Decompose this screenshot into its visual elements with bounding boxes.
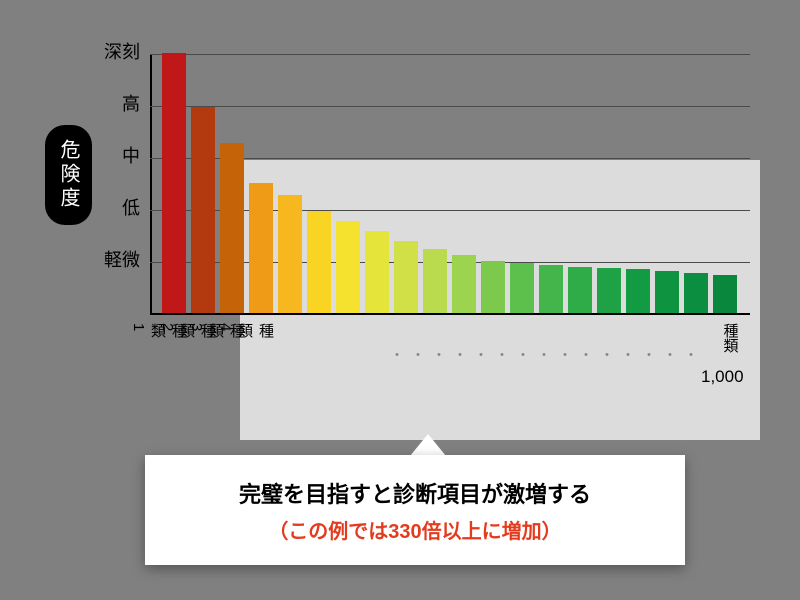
y-tick-label: 低 <box>122 194 140 220</box>
bar <box>278 195 302 313</box>
callout-box: 完璧を目指すと診断項目が激増する （この例では330倍以上に増加） <box>145 455 685 565</box>
bar <box>510 263 534 313</box>
y-axis <box>150 55 152 315</box>
ellipsis: ・・・・・・・・・・・・・・・ <box>390 345 705 365</box>
bar <box>162 53 186 313</box>
bar <box>365 231 389 313</box>
bar <box>249 183 273 313</box>
bar <box>655 271 679 313</box>
bar <box>481 261 505 313</box>
chart-area: 深刻高中低軽微種類1種類2種類3種類4種類1,000 <box>150 55 750 315</box>
bar <box>452 255 476 313</box>
bar <box>539 265 563 313</box>
callout-line1: 完璧を目指すと診断項目が激増する <box>239 477 591 509</box>
bar <box>191 107 215 313</box>
bar <box>423 249 447 313</box>
gridline <box>150 106 750 107</box>
x-tick-label: 種類4 <box>252 323 276 338</box>
bar <box>336 221 360 313</box>
bar <box>307 211 331 313</box>
bar <box>394 241 418 313</box>
y-tick-label: 中 <box>122 142 140 168</box>
callout-line2: （この例では330倍以上に増加） <box>268 515 561 544</box>
bar <box>713 275 737 313</box>
y-tick-label: 軽微 <box>104 246 140 272</box>
bar <box>220 143 244 313</box>
x-tick-sublabel-last: 1,000 <box>701 367 744 387</box>
y-tick-label: 高 <box>122 90 140 116</box>
bar <box>597 268 621 313</box>
x-tick-label-last: 種類 <box>705 323 755 353</box>
bar <box>684 273 708 313</box>
gridline <box>150 54 750 55</box>
y-axis-title: 危険度 <box>45 125 92 225</box>
bar <box>568 267 592 313</box>
bar <box>626 269 650 313</box>
callout-pointer <box>410 434 446 456</box>
x-axis <box>150 313 750 315</box>
y-tick-label: 深刻 <box>104 38 140 64</box>
